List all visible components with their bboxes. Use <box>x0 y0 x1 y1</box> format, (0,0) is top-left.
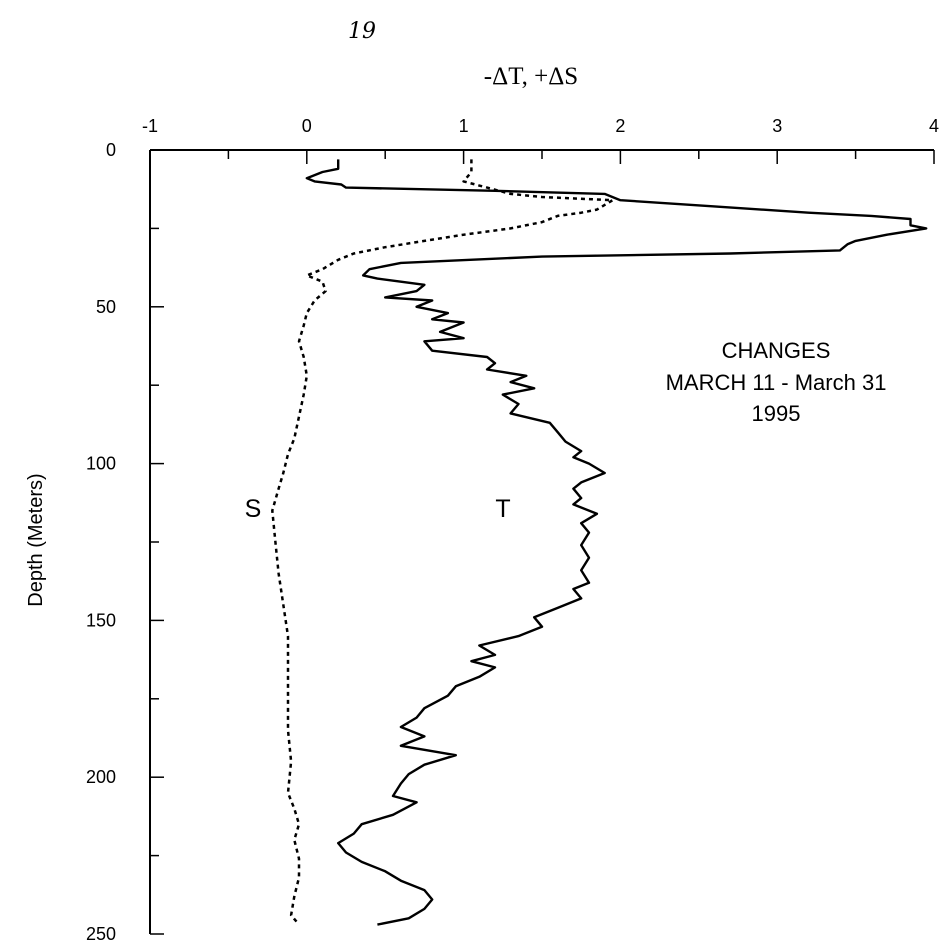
y-tick-label: 100 <box>86 454 116 474</box>
annotation-line-1: CHANGES <box>722 338 831 363</box>
x-tick-label: 2 <box>615 116 625 136</box>
y-tick-label: 250 <box>86 924 116 944</box>
annotation-line-3: 1995 <box>752 401 801 426</box>
series-line-t <box>305 159 928 926</box>
y-axis-title: Depth (Meters) <box>25 473 47 606</box>
x-tick-label: 4 <box>929 116 939 136</box>
x-tick-label: 3 <box>772 116 782 136</box>
y-tick-label: 150 <box>86 610 116 630</box>
chart-title: -ΔT, +ΔS <box>484 63 578 90</box>
x-tick-label: -1 <box>142 116 158 136</box>
y-axis-ticks: 0 50 100 150 200 250 <box>86 140 164 944</box>
axes <box>149 149 934 934</box>
annotation-line-2: MARCH 11 - March 31 <box>666 370 887 395</box>
y-tick-label: 50 <box>96 297 116 317</box>
series-line-s <box>271 159 614 926</box>
page-number-note: 19 <box>348 19 376 44</box>
x-tick-label: 1 <box>459 116 469 136</box>
changes-annotation: CHANGES MARCH 11 - March 31 1995 <box>666 338 887 426</box>
x-axis-ticks: -1 0 1 2 3 4 <box>142 116 939 164</box>
y-tick-label: 200 <box>86 767 116 787</box>
series-layer <box>271 159 928 926</box>
x-tick-label: 0 <box>302 116 312 136</box>
series-label-t: T <box>495 495 510 523</box>
y-tick-label: 0 <box>106 140 116 160</box>
series-label-s: S <box>245 495 262 523</box>
